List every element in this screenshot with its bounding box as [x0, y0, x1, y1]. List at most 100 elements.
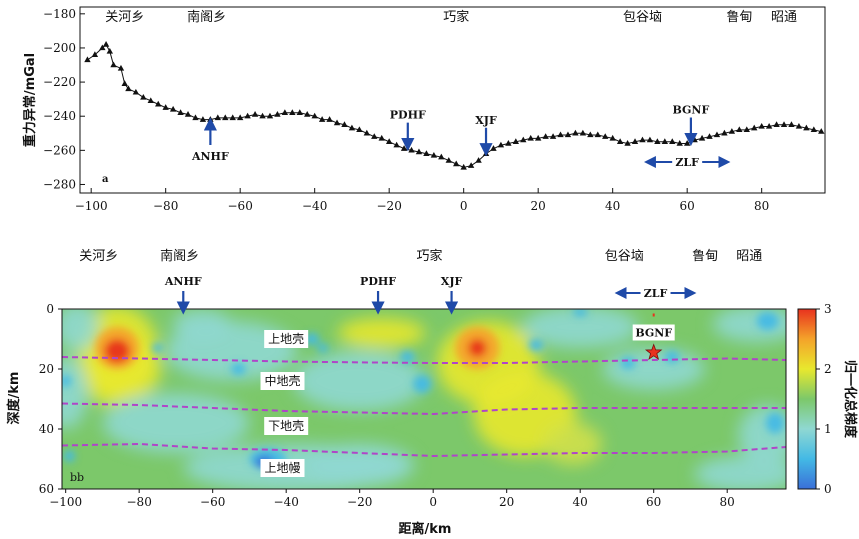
colorbar-tick-label: 2	[824, 362, 832, 376]
gravity-data-point	[184, 111, 192, 117]
gravity-data-point	[318, 116, 326, 122]
gravity-data-point	[117, 64, 125, 71]
panel-a-x-tick-label: 40	[605, 199, 620, 213]
section-zlf-label: ZLF	[644, 287, 668, 300]
gravity-data-point	[467, 162, 475, 168]
gradient-field-blob	[62, 309, 99, 351]
gravity-data-point	[654, 138, 661, 145]
gravity-data-point	[460, 163, 467, 170]
gradient-field-anomaly	[317, 343, 329, 353]
gravity-data-point	[125, 85, 132, 92]
panel-a-place-name: 包谷垴	[623, 10, 662, 25]
gravity-data-point	[497, 141, 505, 148]
gravity-data-point	[147, 97, 154, 104]
gravity-data-point	[385, 138, 393, 145]
gravity-data-point	[91, 51, 99, 57]
gradient-field-anomaly	[231, 363, 246, 375]
panel-b-place-name: 南阁乡	[160, 248, 199, 264]
panel-a-x-tick-label: 60	[680, 199, 695, 213]
fault-label: XJF	[475, 114, 497, 127]
panel-b-y-tick-label: 40	[39, 422, 54, 436]
panel-a-x-tick-label: −100	[75, 199, 108, 213]
gradient-field-anomaly	[63, 450, 75, 462]
section-fault-label: XJF	[441, 275, 463, 288]
layer-label: 上地幔	[264, 460, 300, 475]
gravity-data-point	[520, 136, 527, 143]
panel-a-y-tick-label: −220	[43, 75, 76, 89]
gravity-data-point	[169, 105, 177, 112]
panel-a-frame	[79, 6, 826, 194]
gradient-field-anomaly	[152, 343, 164, 353]
gravity-data-point	[266, 112, 274, 119]
gravity-data-point	[393, 141, 400, 148]
gradient-field-blob	[521, 309, 639, 348]
gradient-field-anomaly	[62, 375, 72, 387]
gravity-data-point	[631, 138, 639, 145]
zlf-label: ZLF	[675, 156, 699, 169]
crust-boundary-line	[62, 402, 786, 416]
panel-b-x-tick-label: −20	[347, 495, 372, 509]
colorbar-tick-label: 1	[824, 422, 832, 436]
gradient-field-blob	[293, 351, 426, 411]
gradient-field-anomaly	[104, 339, 130, 363]
gravity-data-point	[445, 157, 452, 163]
gradient-field-anomaly	[528, 339, 544, 351]
gradient-field-anomaly	[400, 351, 415, 363]
panel-b-x-tick-label: 20	[499, 495, 514, 509]
fault-label: BGNF	[673, 104, 710, 117]
gravity-data-point	[728, 128, 736, 134]
gravity-data-point	[192, 114, 199, 121]
section-fault-label: ANHF	[164, 275, 202, 288]
panel-a-label: a	[102, 174, 109, 185]
gradient-field-blob	[543, 423, 603, 465]
gradient-field-anomaly	[572, 309, 588, 317]
gravity-data-point	[512, 138, 520, 145]
gravity-data-point	[99, 44, 106, 51]
gravity-data-point	[669, 138, 676, 145]
gravity-data-point	[102, 41, 110, 47]
gradient-field-anomaly	[468, 339, 487, 357]
gravity-data-point	[274, 111, 281, 117]
panel-b-place-name: 昭通	[736, 249, 762, 264]
gravity-data-point	[348, 124, 356, 131]
bgnf-label-box	[632, 324, 675, 341]
panel-b-x-tick-label: −40	[274, 495, 299, 509]
gravity-data-point	[773, 121, 780, 127]
gradient-field-anomaly	[620, 357, 636, 369]
gradient-field-anomaly	[412, 375, 432, 393]
gravity-data-point	[140, 93, 147, 100]
gravity-data-point	[222, 114, 229, 121]
panel-b-y-tick-label: 0	[46, 302, 54, 316]
gravity-data-point	[564, 131, 572, 138]
gravity-data-point	[333, 119, 341, 126]
gravity-data-point	[698, 134, 706, 141]
panel-a-x-tick-label: 20	[531, 199, 546, 213]
gravity-data-point	[244, 112, 251, 119]
gravity-data-point	[810, 126, 818, 133]
panel-b-place-name: 鲁甸	[692, 249, 718, 264]
layer-label-box	[264, 417, 309, 435]
layer-label: 上地壳	[268, 332, 304, 346]
panel-a-y-axis-label: 重力异常/mGal	[22, 53, 38, 147]
layer-label-box	[260, 459, 305, 477]
panel-b-y-tick-label: 60	[39, 482, 54, 496]
gravity-data-point	[579, 129, 587, 136]
gravity-data-point	[438, 153, 445, 160]
gradient-field-blob	[337, 318, 426, 348]
gravity-data-point	[311, 112, 318, 119]
gravity-data-point	[259, 112, 266, 119]
gravity-data-point	[676, 140, 683, 146]
panel-b-frame	[61, 308, 787, 490]
gravity-data-point	[84, 56, 91, 63]
gravity-data-point	[743, 126, 750, 133]
panel-b-x-tick-label: 0	[429, 495, 437, 509]
layer-label-box	[264, 330, 309, 348]
bgnf-label: BGNF	[635, 327, 672, 340]
panel-a-x-tick-label: −60	[228, 199, 253, 213]
fault-label: PDHF	[390, 109, 426, 122]
gravity-data-point	[594, 131, 601, 138]
gravity-data-point	[751, 124, 758, 131]
gravity-data-point	[646, 136, 654, 143]
gravity-data-point	[795, 122, 803, 129]
